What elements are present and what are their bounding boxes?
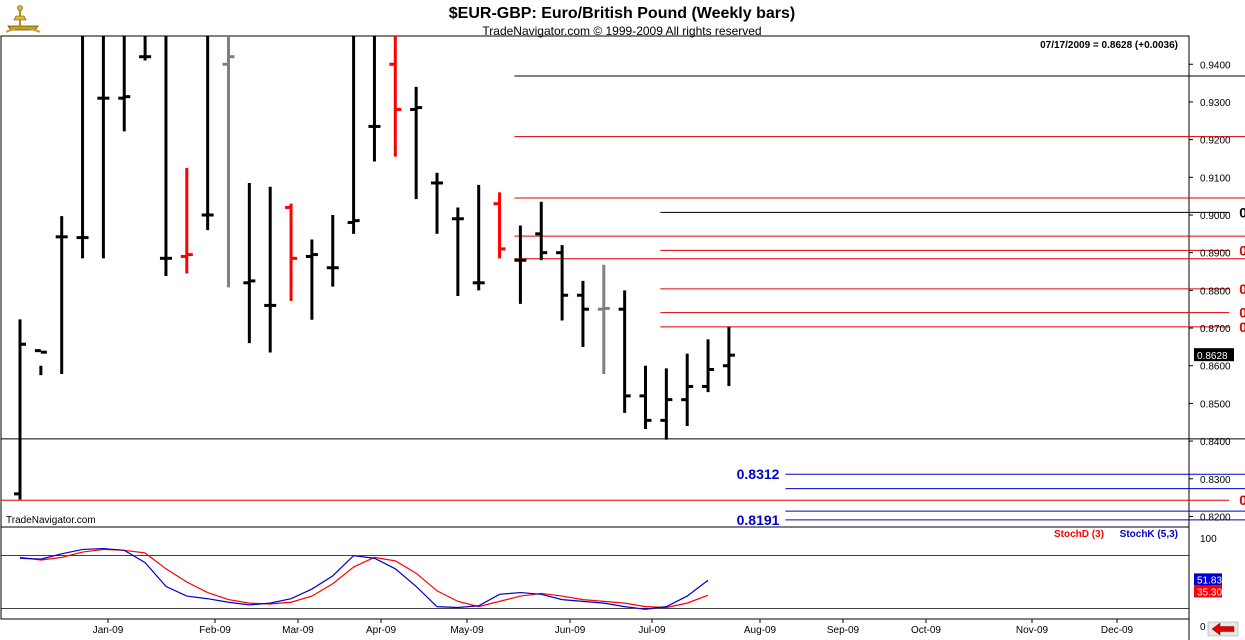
chart-title: $EUR-GBP: Euro/British Pound (Weekly bar… [449,5,795,22]
ohlc-bar [451,207,464,297]
ohlc-bar [139,36,152,61]
ohlc-bar [639,365,652,430]
stoch-tick-label: 100 [1200,534,1217,545]
stochastic-panel[interactable] [0,526,1190,620]
month-label: Aug-09 [744,625,777,636]
ohlc-bar [118,36,131,132]
time-axis: Jan-09 Feb-09 Mar-09 Apr-09 May-09 Jun-09 Jul-… [93,619,1134,636]
price-tick-label: 0.8400 [1200,437,1231,448]
price-tick-label: 0.9100 [1200,173,1231,184]
month-label: Jan-09 [93,625,124,636]
stochk-last-box [1194,573,1222,586]
price-tick-label: 0.8200 [1200,512,1231,523]
last-quote-label: 07/17/2009 = 0.8628 (+0.0036) [1040,40,1178,51]
ohlc-bar [55,216,68,375]
month-label: Feb-09 [199,625,231,636]
month-label: Dec-09 [1101,625,1134,636]
last-price-box [1194,348,1234,362]
ohlc-bar [618,290,631,413]
month-label: Sep-09 [827,625,860,636]
ohlc-bar [180,167,193,274]
ohlc-bar [76,36,89,259]
month-label: Jul-09 [638,625,666,636]
level-label: 0.8906 [1239,242,1245,258]
trade-navigator-logo-icon [5,5,41,33]
ohlc-bar [305,239,318,320]
month-label: Nov-09 [1016,625,1049,636]
ohlc-bar [201,36,214,231]
stochd-line [19,548,709,609]
fibonacci-levels: 0.93690.92080.90450.90070.89440.89060.88… [1,75,1245,528]
stochk-line [19,547,709,610]
level-label: 0.8191 [737,512,780,528]
watermark: TradeNavigator.com [6,515,96,526]
price-bars [14,36,735,500]
ohlc-bar [597,264,610,375]
ohlc-bar [514,225,527,304]
ohlc-bar [159,36,172,277]
stochd-last-box [1194,585,1222,598]
month-label: Mar-09 [282,625,314,636]
price-tick-label: 0.9200 [1200,136,1231,147]
ohlc-bar [472,184,485,291]
price-tick-label: 0.8700 [1200,324,1231,335]
last-price-label: 0.8628 [1197,351,1228,362]
ohlc-bar [222,36,235,288]
price-panel[interactable] [0,35,1190,528]
price-tick-label: 0.8300 [1200,475,1231,486]
ohlc-bar [389,36,402,157]
month-label: May-09 [450,625,484,636]
level-label: 0.9007 [1239,204,1245,220]
ohlc-bar [535,201,548,261]
price-axis: 0.8200 0.8300 0.8400 0.8500 0.8600 0.8700 0.88… [1189,60,1234,523]
price-tick-label: 0.9000 [1200,211,1231,222]
price-tick-label: 0.8800 [1200,286,1231,297]
ohlc-bar [722,326,735,387]
stochastic-lines [1,547,1189,610]
price-tick-label: 0.8900 [1200,249,1231,260]
level-label: 0.8703 [1239,319,1245,335]
level-label: 0.8804 [1239,281,1245,297]
ohlc-bar [243,182,256,344]
ohlc-bar [410,86,423,200]
ohlc-bar [576,280,589,347]
ohlc-bar [347,36,360,234]
price-tick-label: 0.8500 [1200,399,1231,410]
month-label: Jun-09 [555,625,586,636]
month-label: Oct-09 [911,625,941,636]
ohlc-bar [34,349,47,376]
ohlc-bar [368,36,381,162]
ohlc-bar [681,353,694,427]
stochd-legend: StochD (3) [1054,529,1104,540]
ohlc-bar [97,36,110,259]
ohlc-bar [556,245,569,321]
stochk-legend: StochK (5,3) [1120,529,1178,540]
level-label: 0.8741 [1239,305,1245,321]
scroll-right-arrow-icon[interactable] [1207,621,1239,637]
level-label: 0.8312 [737,466,780,482]
ohlc-bar [660,368,673,440]
stochk-last-label: 51.83 [1197,575,1222,586]
price-tick-label: 0.9300 [1200,98,1231,109]
ohlc-bar [493,192,506,259]
stochd-last-label: 35.30 [1197,587,1222,598]
ohlc-bar [431,172,443,234]
ohlc-bar [285,203,298,301]
level-label: 0.8243 [1239,492,1245,508]
ohlc-bar [14,319,26,500]
ohlc-bar [264,186,277,353]
stoch-tick-label: 0 [1200,622,1206,633]
ohlc-bar [326,214,339,287]
price-tick-label: 0.9400 [1200,60,1231,71]
month-label: Apr-09 [366,625,396,636]
ohlc-bar [702,339,715,393]
chart-subtitle: TradeNavigator.com © 1999-2009 All right… [482,24,761,38]
price-tick-label: 0.8600 [1200,362,1231,373]
